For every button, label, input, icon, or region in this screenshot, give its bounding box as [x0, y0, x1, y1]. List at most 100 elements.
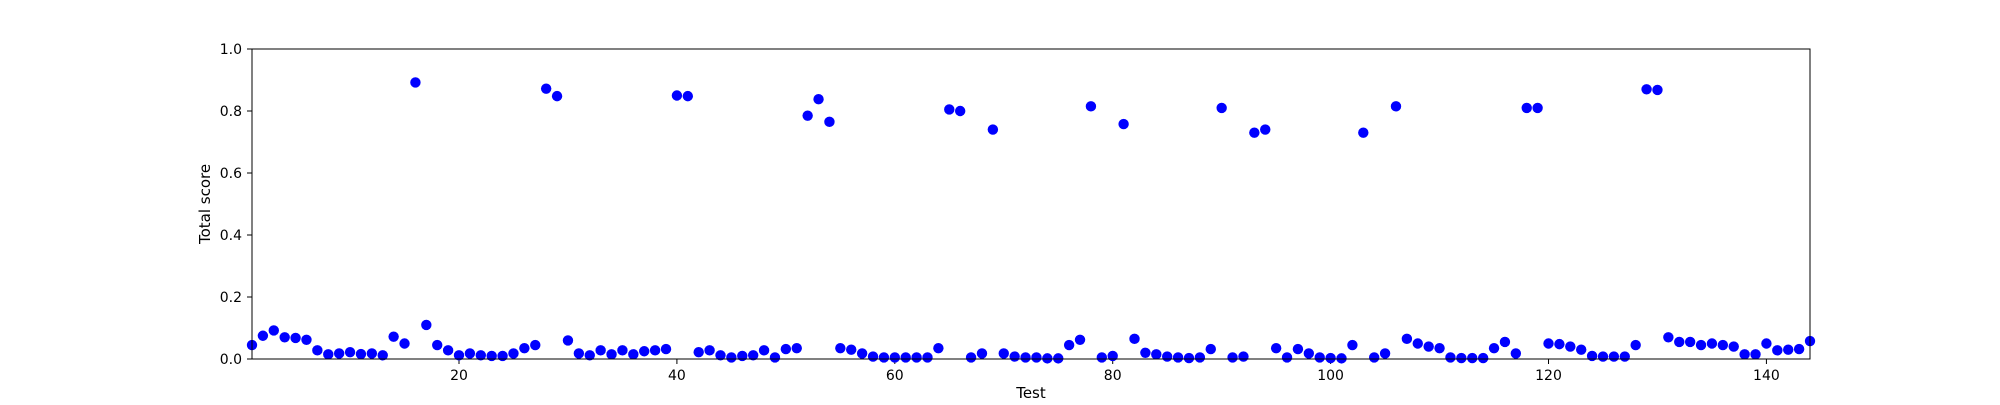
data-point — [1586, 350, 1598, 362]
data-point — [1717, 339, 1729, 351]
data-point — [1423, 341, 1434, 352]
data-point — [1695, 339, 1707, 351]
data-point — [867, 351, 879, 362]
data-point — [355, 348, 367, 360]
data-point — [1379, 348, 1391, 359]
data-point — [312, 345, 323, 356]
data-point — [1532, 102, 1543, 114]
data-point — [1793, 343, 1805, 355]
x-tick-label: 80 — [1104, 368, 1122, 384]
data-point — [987, 124, 999, 135]
data-point — [944, 104, 955, 115]
data-point — [1260, 124, 1271, 135]
data-point — [1401, 333, 1413, 345]
data-point — [1074, 334, 1086, 345]
data-point — [1053, 353, 1064, 364]
x-tick-label: 100 — [1317, 368, 1344, 384]
data-point — [1347, 339, 1358, 351]
data-point — [922, 352, 933, 363]
data-point — [758, 345, 770, 356]
data-point — [1412, 338, 1423, 349]
data-point — [464, 348, 476, 359]
data-point — [1652, 84, 1663, 96]
data-point — [1140, 347, 1151, 358]
data-point — [486, 350, 497, 362]
data-point — [257, 330, 269, 341]
data-point — [1161, 351, 1173, 362]
data-point — [976, 348, 988, 359]
data-point — [1238, 351, 1249, 362]
data-point — [1510, 348, 1522, 359]
data-point — [573, 348, 585, 359]
data-point — [649, 345, 661, 356]
data-point — [1303, 348, 1315, 359]
data-point — [540, 83, 552, 94]
data-point — [323, 349, 334, 360]
data-point — [508, 348, 519, 359]
data-point — [878, 352, 890, 363]
data-point — [1499, 336, 1511, 348]
ticks-layer: 20 40 60 80 100 120 140 0.0 0.2 0.4 0.6 0.8 1.0 — [220, 42, 1780, 384]
data-point — [671, 90, 683, 101]
data-point — [1706, 338, 1718, 349]
data-point — [1565, 341, 1576, 352]
data-point — [290, 332, 301, 344]
data-point — [1183, 352, 1195, 364]
data-point — [846, 344, 857, 355]
data-point — [1368, 352, 1380, 363]
data-point — [1118, 118, 1129, 130]
data-point — [780, 343, 792, 355]
data-point — [802, 110, 813, 121]
data-point — [900, 352, 911, 363]
data-point — [1292, 343, 1304, 355]
x-tick-label: 20 — [450, 368, 468, 384]
data-point — [279, 332, 290, 343]
data-point — [726, 352, 737, 363]
data-point — [1151, 349, 1162, 360]
data-point — [530, 339, 541, 351]
data-point — [497, 350, 508, 362]
data-point — [432, 339, 443, 351]
data-point — [453, 350, 465, 361]
data-point — [1619, 351, 1630, 362]
data-point — [1608, 351, 1620, 362]
data-point — [1543, 338, 1554, 349]
data-point — [268, 325, 279, 336]
data-point — [421, 319, 432, 331]
data-point — [704, 345, 715, 356]
data-point — [954, 105, 966, 117]
data-point — [606, 349, 617, 360]
data-point — [1042, 353, 1053, 364]
data-point — [965, 352, 977, 363]
data-point — [889, 352, 901, 363]
data-point — [551, 90, 563, 102]
data-point — [1216, 102, 1227, 114]
data-point — [682, 90, 694, 102]
data-point — [442, 345, 454, 356]
y-tick-label: 0.0 — [220, 352, 242, 368]
data-point — [747, 350, 759, 361]
data-point — [1434, 342, 1445, 354]
data-point — [1281, 352, 1293, 363]
y-tick-label: 1.0 — [220, 42, 242, 58]
x-tick-label: 120 — [1535, 368, 1562, 384]
data-point — [824, 116, 835, 128]
data-point — [1270, 342, 1282, 354]
data-point — [366, 348, 378, 359]
y-tick-label: 0.8 — [220, 104, 242, 120]
data-point — [769, 352, 781, 363]
data-point — [791, 342, 802, 354]
data-point — [1445, 352, 1456, 363]
data-point — [1063, 339, 1075, 351]
data-point — [1488, 342, 1500, 354]
data-point — [1783, 344, 1794, 355]
data-point — [1684, 336, 1696, 348]
data-point — [1761, 338, 1772, 349]
data-point — [1107, 350, 1118, 362]
data-point — [1772, 345, 1783, 356]
data-point — [1576, 344, 1587, 355]
data-point — [1597, 351, 1609, 362]
data-point — [344, 346, 356, 358]
